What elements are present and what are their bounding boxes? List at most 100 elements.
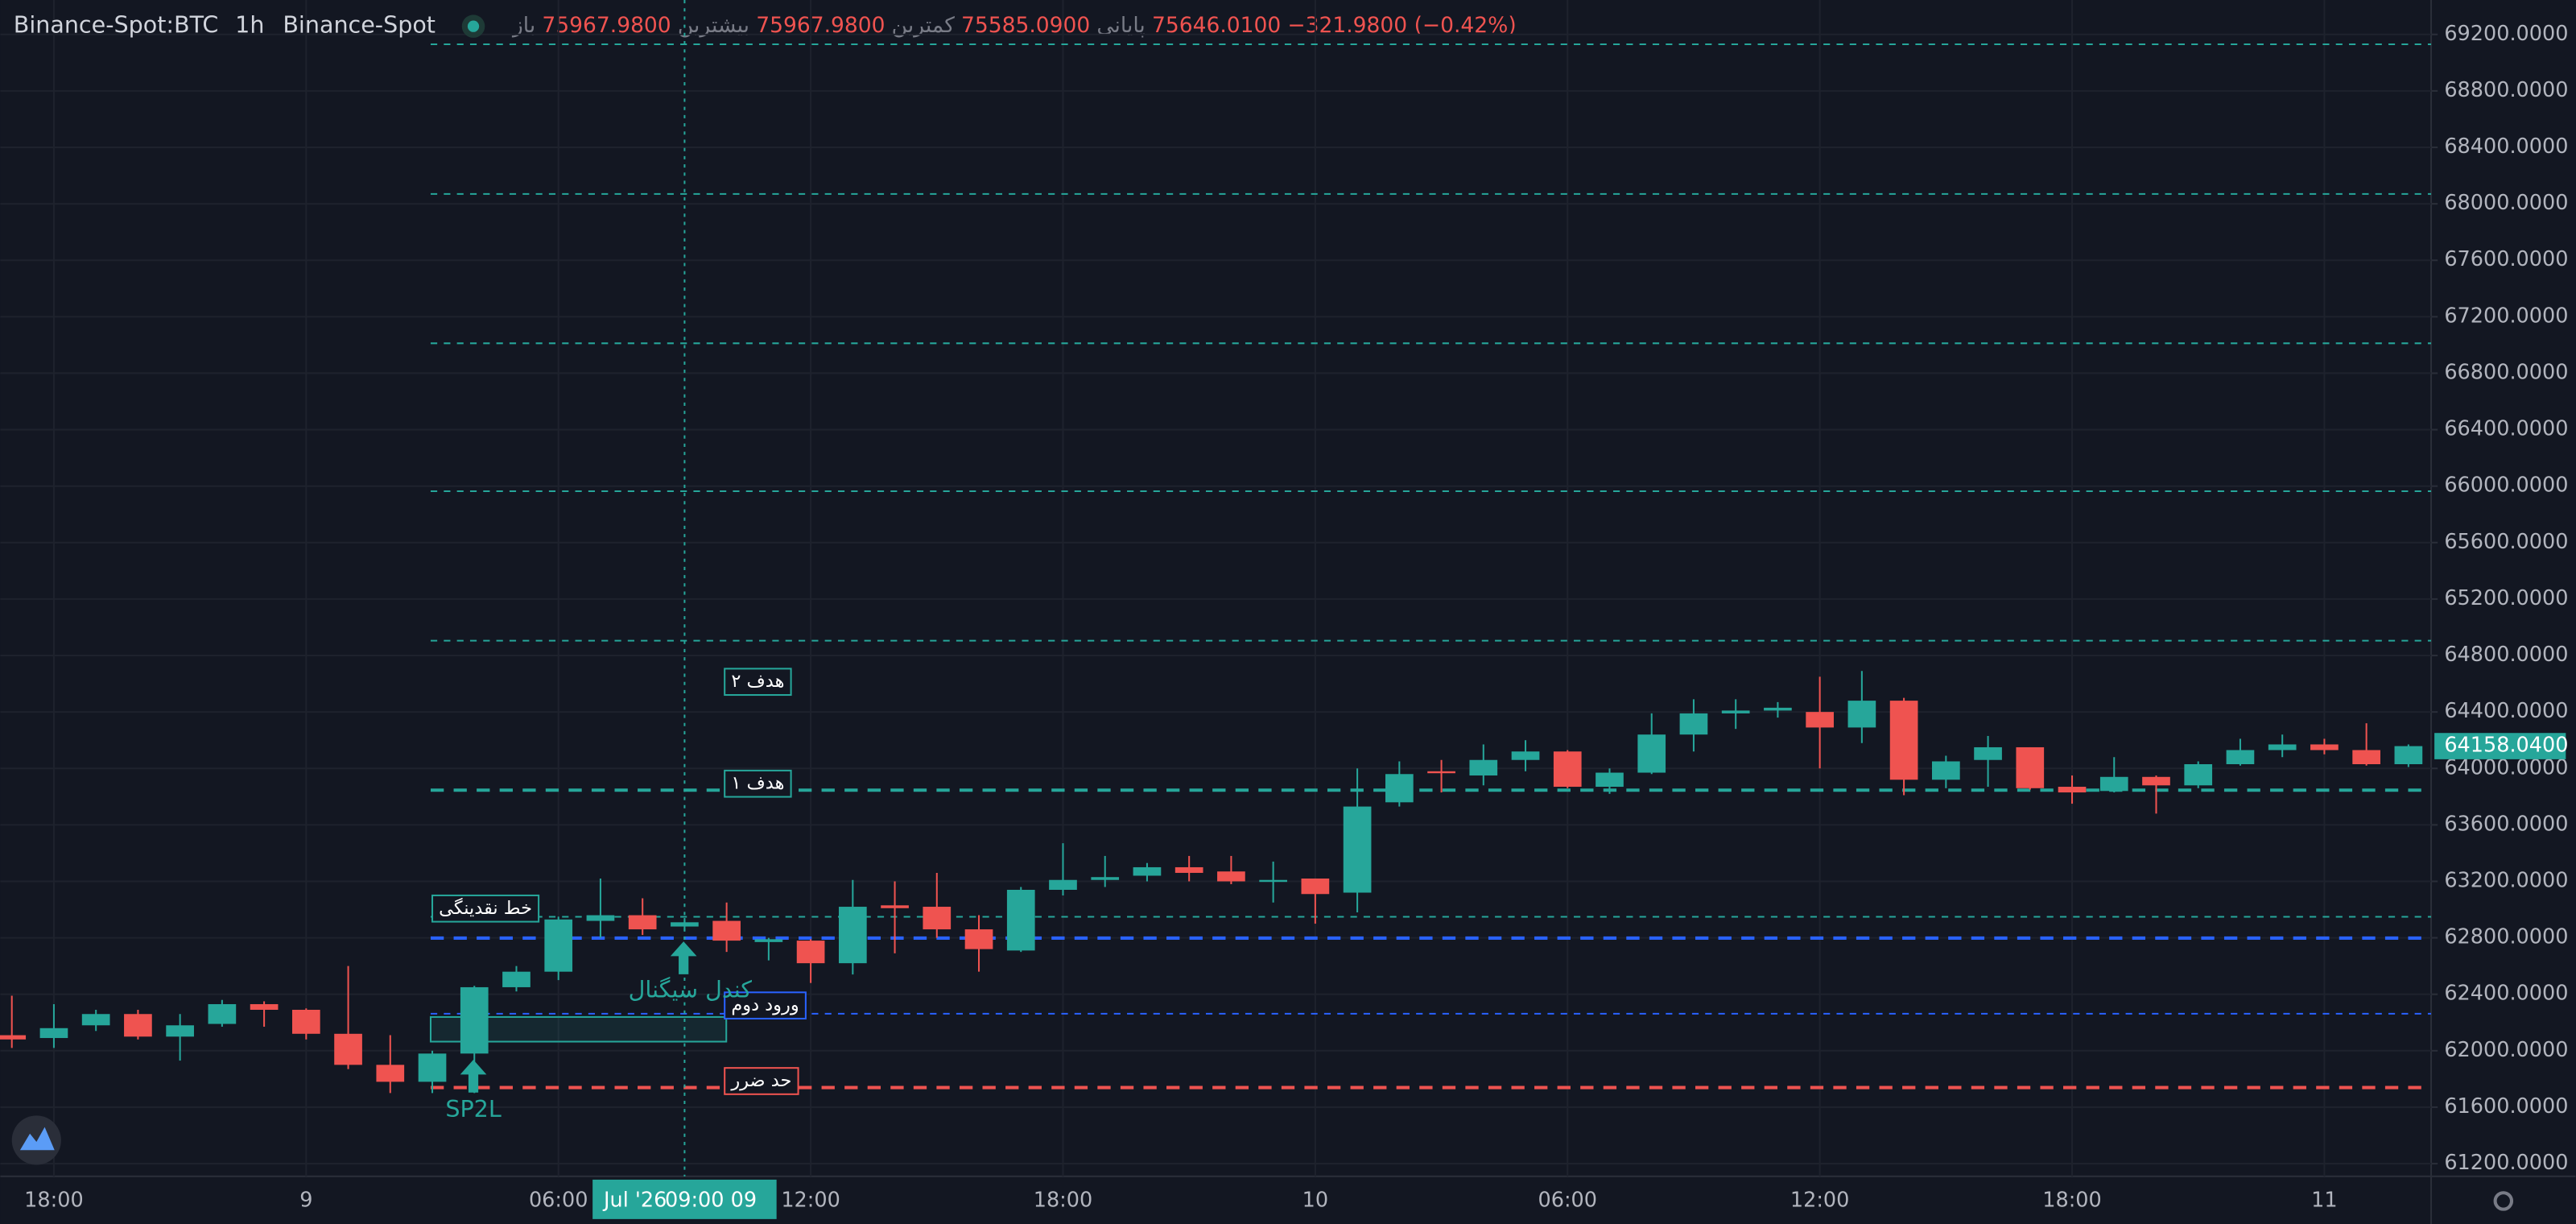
annotation-text: کندل سیگنال xyxy=(629,975,753,1003)
y-tick-label: 64000.0000 xyxy=(2444,755,2568,779)
status-dot xyxy=(467,20,480,32)
candle-body xyxy=(1301,878,1330,895)
x-tick-label: 18:00 xyxy=(24,1188,84,1212)
candle-body xyxy=(1511,751,1540,760)
candle-body xyxy=(1974,746,2002,760)
y-tick-label: 69200.0000 xyxy=(2444,22,2568,46)
y-tick-label: 63600.0000 xyxy=(2444,812,2568,836)
annotation-box xyxy=(724,668,792,697)
y-tick-label: 64400.0000 xyxy=(2444,699,2568,723)
candle-body xyxy=(1006,890,1035,951)
y-tick-label: 61200.0000 xyxy=(2444,1151,2568,1175)
candle-body xyxy=(2352,750,2380,764)
x-tick-label: 18:00 xyxy=(2042,1188,2102,1212)
x-tick-label: 10 xyxy=(1302,1188,1328,1212)
annotation-label: ورود دوم xyxy=(731,994,799,1015)
candle-body xyxy=(1679,713,1708,735)
candle-body xyxy=(1049,879,1077,891)
y-tick-label: 68400.0000 xyxy=(2444,134,2568,159)
candle-body xyxy=(1259,879,1287,883)
candle-body xyxy=(250,1003,279,1010)
x-tick-label: 18:00 xyxy=(1034,1188,1092,1212)
crosshair-label: 09:00 09 xyxy=(665,1188,757,1212)
signal-arrow xyxy=(460,1059,487,1093)
crosshair-label: Jul '26 xyxy=(602,1188,667,1212)
candle-body xyxy=(586,915,615,921)
y-tick-label: 65200.0000 xyxy=(2444,586,2568,610)
candle-body xyxy=(1806,712,1834,728)
y-tick-label: 66000.0000 xyxy=(2444,473,2568,498)
last-price-box xyxy=(2434,733,2566,759)
x-tick-label: 9 xyxy=(299,1188,312,1212)
logo[interactable] xyxy=(11,1115,61,1165)
candle-body xyxy=(1553,751,1582,788)
candle-body xyxy=(460,986,489,1054)
x-tick-label: 12:00 xyxy=(1790,1188,1849,1212)
y-tick-label: 66800.0000 xyxy=(2444,360,2568,384)
symbol[interactable]: Binance-Spot:BTC xyxy=(14,11,219,39)
candle-body xyxy=(1637,734,1666,773)
candle-body xyxy=(2394,746,2423,764)
interval[interactable]: 1h xyxy=(235,11,264,39)
annotation-text: SP2L xyxy=(445,1095,501,1123)
y-tick-label: 62400.0000 xyxy=(2444,982,2568,1006)
candle-body xyxy=(1091,877,1120,880)
candle-body xyxy=(2058,787,2087,793)
candle-body xyxy=(81,1014,110,1026)
candle-body xyxy=(923,907,952,930)
candle-body xyxy=(1469,759,1498,776)
candle-body xyxy=(754,939,783,942)
candle-body xyxy=(2184,763,2213,786)
y-tick-label: 68000.0000 xyxy=(2444,191,2568,215)
candle-body xyxy=(1343,806,1372,893)
candle-body xyxy=(1217,871,1245,882)
y-tick-label: 66400.0000 xyxy=(2444,417,2568,441)
candle-body xyxy=(2310,744,2339,751)
candle-body xyxy=(838,907,867,964)
candle-body xyxy=(1847,701,1876,728)
candle-body xyxy=(2226,750,2255,764)
candle-body xyxy=(2268,744,2297,751)
settings-icon[interactable] xyxy=(2493,1191,2514,1211)
candle-body xyxy=(1721,710,1750,713)
candle-body xyxy=(2099,776,2128,792)
candle-body xyxy=(671,922,699,927)
y-tick-label: 67200.0000 xyxy=(2444,304,2568,328)
crosshair-label-box xyxy=(592,1179,777,1219)
candle-body xyxy=(628,915,657,930)
annotation-box xyxy=(431,894,540,923)
x-tick-label: 06:00 xyxy=(529,1188,588,1212)
exchange: Binance-Spot xyxy=(283,11,436,39)
candle-body xyxy=(502,971,530,987)
candle-body xyxy=(208,1003,237,1024)
candle-body xyxy=(881,905,909,908)
candle-body xyxy=(964,929,993,949)
y-tick-label: 64800.0000 xyxy=(2444,643,2568,667)
candle-body xyxy=(39,1028,68,1039)
annotation-label: هدف ۲ xyxy=(731,671,784,692)
candle-body xyxy=(2142,776,2170,786)
y-tick-label: 63200.0000 xyxy=(2444,868,2568,892)
candle-body xyxy=(334,1033,362,1065)
y-tick-label: 67600.0000 xyxy=(2444,247,2568,271)
candle-body xyxy=(376,1065,405,1082)
annotation-box xyxy=(724,769,792,798)
y-tick-label: 62800.0000 xyxy=(2444,925,2568,949)
signal-arrow xyxy=(670,941,697,974)
annotation-label: حد ضرر xyxy=(730,1070,791,1091)
y-tick-label: 65600.0000 xyxy=(2444,530,2568,554)
last-price-label: 64158.0400 xyxy=(2444,734,2568,758)
annotation-label: خط نقدینگی xyxy=(439,897,532,919)
candle-body xyxy=(1596,772,1624,788)
candle-body xyxy=(712,920,741,941)
annotation-label: هدف ۱ xyxy=(731,773,784,794)
x-tick-label: 12:00 xyxy=(781,1188,840,1212)
candle-body xyxy=(2016,746,2045,788)
logo-icon xyxy=(19,1127,55,1151)
annotation-box xyxy=(724,1067,799,1095)
y-tick-label: 68800.0000 xyxy=(2444,78,2568,102)
annotation-box xyxy=(724,991,807,1019)
candle-body xyxy=(1931,761,1960,780)
